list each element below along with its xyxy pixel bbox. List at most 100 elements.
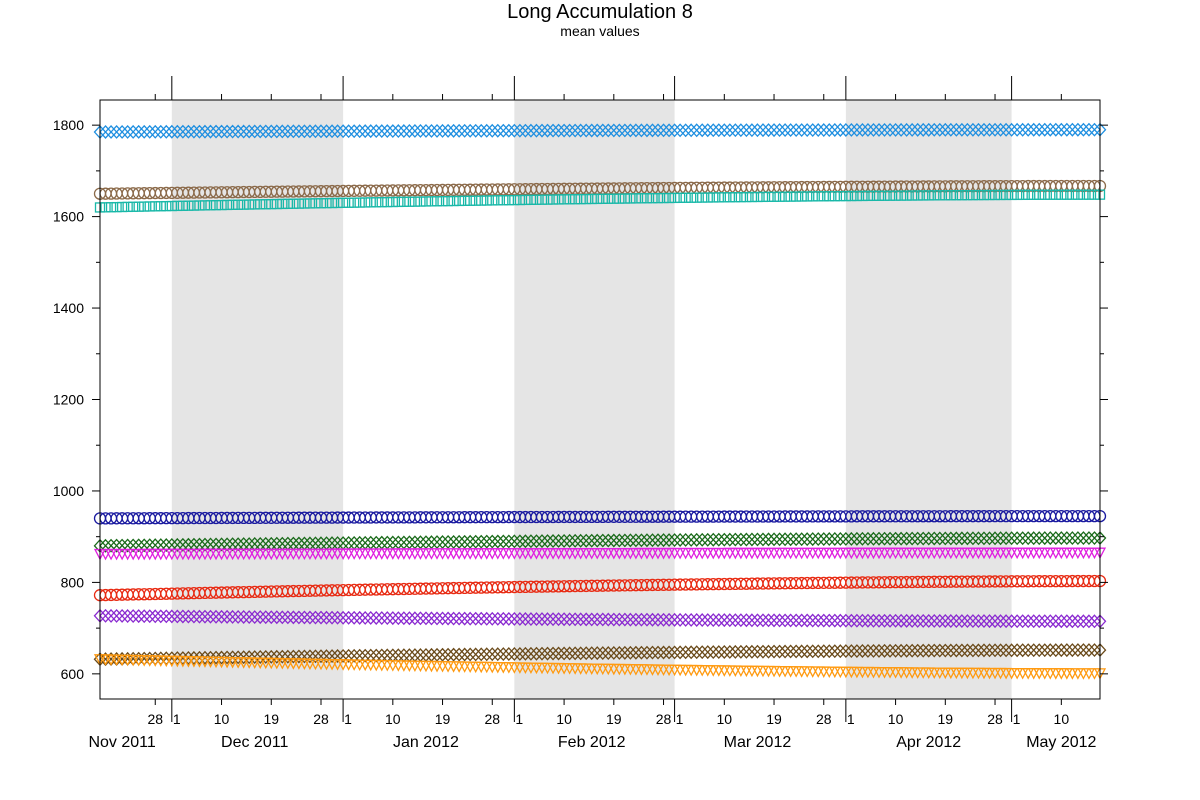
data-point [552,533,565,548]
data-point [712,613,726,628]
data-point [563,533,576,548]
data-point [994,531,1007,546]
data-point [767,532,781,547]
data-point [1038,643,1052,658]
data-point [961,614,974,629]
data-point [358,610,372,625]
data-point [762,123,775,138]
data-point [369,648,383,663]
data-point [923,190,934,201]
data-point [951,190,962,201]
data-point [574,123,588,138]
data-point [231,609,245,624]
data-point [496,611,510,626]
data-point [983,643,996,658]
data-point [165,537,179,552]
data-point [833,123,847,137]
data-point [856,531,869,546]
data-point [193,609,206,624]
data-point [354,197,365,208]
data-point [541,646,554,661]
data-point [806,644,820,659]
data-point [673,533,687,547]
data-point [126,124,140,139]
data-point [441,123,455,138]
data-point [220,124,234,139]
data-point [286,610,300,625]
data-point [564,194,575,205]
data-point [143,538,157,553]
data-point [336,648,350,663]
data-point [596,533,610,548]
data-point [944,643,958,658]
data-point [204,609,217,624]
data-point [259,536,273,551]
data-point [369,611,383,625]
data-point [1023,189,1034,200]
data-point [209,650,223,665]
data-point [303,610,317,625]
day-tick-label: 19 [938,711,954,727]
data-point [1032,643,1046,658]
data-point [496,647,510,662]
data-point [900,531,914,546]
data-point [304,198,316,209]
data-point [1077,122,1090,137]
data-point [734,613,748,628]
data-point [242,610,256,624]
data-point [166,200,177,212]
data-point [894,531,908,546]
data-point [100,202,111,213]
data-point [1060,614,1074,629]
data-point [629,123,643,138]
data-point [260,199,271,210]
day-tick-label: 10 [717,711,733,727]
data-point [745,123,759,138]
data-point [988,614,1002,629]
data-point [536,194,548,205]
data-point [878,531,891,546]
data-point [414,535,427,550]
data-point [568,123,582,138]
data-point [447,647,460,662]
data-point [784,123,797,138]
data-point [1039,189,1050,200]
data-point [647,193,658,204]
data-point [756,613,770,628]
data-point [618,123,632,138]
data-point [828,644,842,659]
data-point [187,124,201,139]
data-point [813,191,824,202]
data-point [170,537,184,552]
data-point [397,124,411,138]
data-point [231,537,245,552]
data-point [889,531,902,546]
data-point [635,533,648,548]
y-tick-label: 1400 [53,300,84,316]
data-point [237,124,251,139]
data-point [717,123,731,138]
data-point [309,649,322,664]
data-point [552,123,565,138]
data-point [833,531,847,546]
data-point [695,532,709,547]
data-point [531,194,542,205]
data-point [684,645,698,660]
data-point [1032,531,1046,546]
data-point [293,198,305,209]
data-point [994,643,1007,658]
data-point [205,200,216,211]
data-point [1071,531,1085,546]
data-point [415,196,426,207]
data-point [127,201,139,212]
data-point [574,646,588,661]
data-point [480,123,494,138]
data-point [822,613,836,628]
data-point [569,194,581,205]
data-point [314,649,328,664]
data-point [215,537,228,552]
data-point [469,123,483,138]
data-point [1082,122,1096,137]
data-point [380,124,394,139]
data-point [972,614,985,629]
